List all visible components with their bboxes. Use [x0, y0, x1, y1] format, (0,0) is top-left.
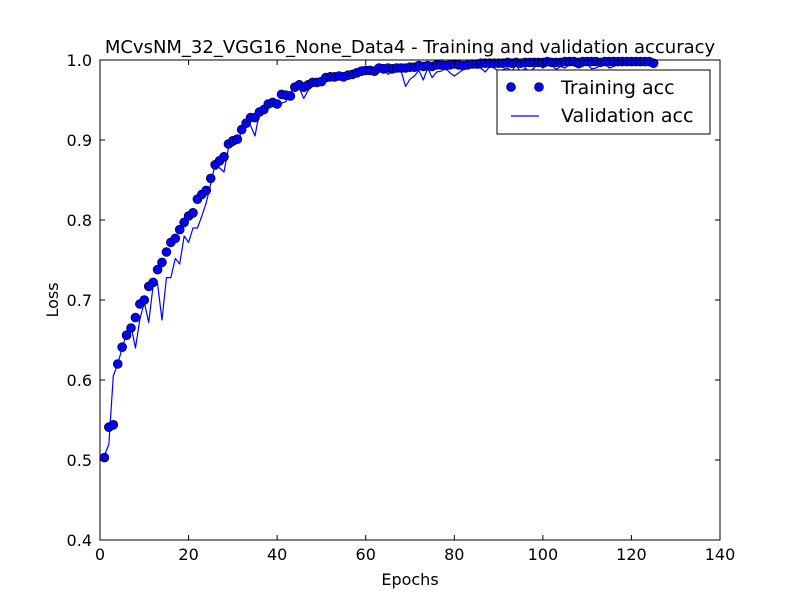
y-axis-label: Loss	[43, 282, 62, 317]
training-acc-point	[139, 295, 150, 305]
x-axis: 0 20 40 60 80 100 120 140	[95, 60, 735, 564]
x-tick-label: 80	[444, 545, 464, 564]
y-tick-label: 0.7	[67, 291, 92, 310]
x-tick-label: 140	[705, 545, 736, 564]
training-acc-point	[201, 185, 212, 196]
training-acc-point	[285, 91, 296, 101]
training-acc-point	[188, 208, 198, 218]
training-acc-point	[174, 224, 185, 235]
y-tick-label: 1.0	[67, 51, 92, 70]
x-tick-label: 100	[528, 545, 559, 564]
y-axis: 0.4 0.5 0.6 0.7 0.8 0.9 1.0	[67, 51, 720, 550]
y-tick-label: 0.8	[67, 211, 92, 230]
legend: Training acc Validation acc	[496, 69, 711, 135]
training-acc-point	[130, 312, 141, 323]
y-tick-label: 0.9	[67, 131, 92, 150]
training-acc-point	[121, 330, 132, 341]
training-acc-point	[219, 152, 229, 162]
y-tick-label: 0.5	[67, 451, 92, 470]
training-acc-point	[112, 359, 123, 369]
legend-label-validation: Validation acc	[561, 105, 693, 127]
training-acc-point	[161, 247, 172, 257]
training-acc-point	[648, 58, 659, 69]
training-acc-point	[126, 323, 136, 333]
legend-marker-training	[534, 82, 544, 92]
x-tick-label: 60	[356, 545, 376, 564]
y-tick-label: 0.4	[67, 531, 92, 550]
legend-marker-training	[506, 82, 516, 92]
training-acc-point	[117, 342, 127, 353]
training-acc-point	[272, 99, 282, 109]
x-tick-label: 0	[95, 545, 105, 564]
training-acc-point	[157, 257, 167, 268]
training-acc-point	[108, 419, 119, 430]
chart-title: MCvsNM_32_VGG16_None_Data4 - Training an…	[105, 37, 716, 58]
training-acc-point	[99, 452, 110, 463]
legend-frame	[496, 69, 711, 135]
x-axis-label: Epochs	[381, 570, 438, 589]
legend-label-training: Training acc	[560, 77, 675, 99]
training-acc-point	[152, 264, 163, 275]
training-acc-point	[205, 173, 216, 184]
x-tick-label: 20	[178, 545, 198, 564]
x-tick-label: 120	[616, 545, 647, 564]
y-tick-label: 0.6	[67, 371, 92, 390]
training-acc-point	[148, 277, 158, 288]
training-acc-point	[170, 233, 181, 244]
x-tick-label: 40	[267, 545, 287, 564]
training-acc-point	[232, 134, 243, 144]
